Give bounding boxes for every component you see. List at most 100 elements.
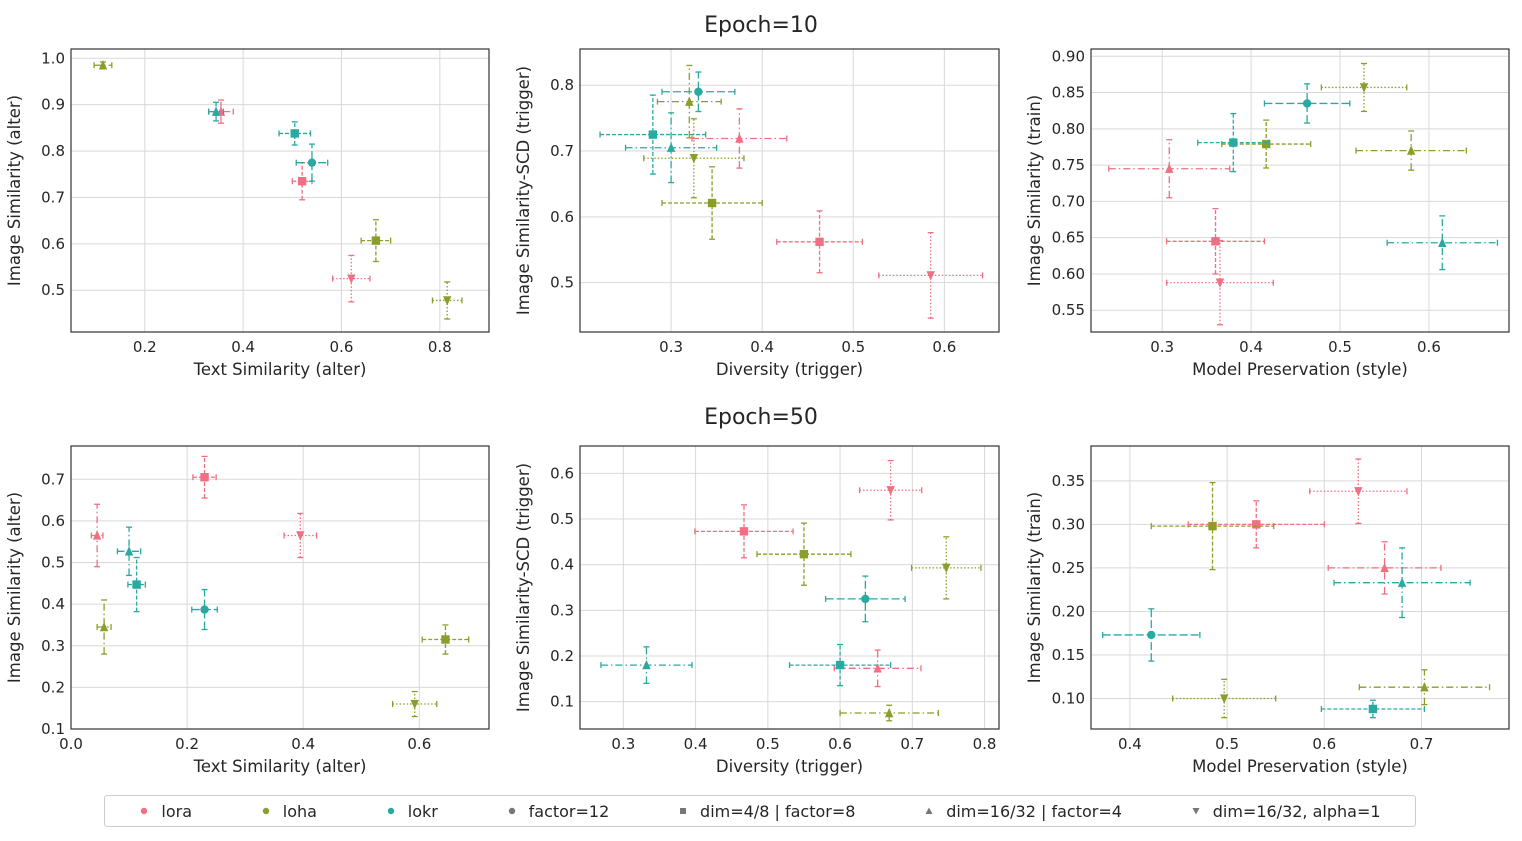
plot-area bbox=[1091, 446, 1509, 729]
data-point-loha-square bbox=[1150, 481, 1275, 571]
y-tick-label: 0.3 bbox=[41, 637, 65, 655]
plot-area bbox=[580, 446, 999, 729]
data-point-loha-square bbox=[421, 624, 470, 655]
y-tick-label: 0.7 bbox=[41, 470, 65, 488]
data-point-lora-triangle bbox=[90, 503, 104, 568]
x-tick-label: 0.6 bbox=[1417, 338, 1441, 356]
subplot-3: 0.3 0.4 0.5 0.6 0.55 0.60 0.65 0.70 0.75 0.80 0.85… bbox=[1025, 47, 1510, 379]
y-tick-label: 0.6 bbox=[41, 235, 65, 253]
marker-square bbox=[648, 130, 658, 139]
legend-label: dim=4/8 | factor=8 bbox=[700, 801, 856, 821]
marker-square bbox=[799, 549, 809, 559]
marker-triangle-down bbox=[443, 296, 452, 306]
lokr-marker-icon bbox=[387, 807, 394, 815]
data-point-loha-square bbox=[661, 166, 763, 240]
y-axis-label: Image Similarity (train) bbox=[1025, 492, 1044, 683]
data-point-lora-square bbox=[776, 210, 864, 274]
marker-circle bbox=[861, 594, 870, 604]
lora-marker-icon bbox=[141, 807, 148, 815]
y-tick-label: 0.3 bbox=[550, 601, 574, 619]
legend-label: loha bbox=[282, 801, 317, 821]
legend-item-lokr: lokr bbox=[386, 802, 438, 821]
x-tick-label: 0.4 bbox=[684, 735, 708, 753]
x-tick-label: 0.0 bbox=[59, 735, 83, 753]
data-point-lokr-square bbox=[599, 94, 707, 175]
marker-square bbox=[1368, 704, 1378, 714]
y-tick-label: 0.60 bbox=[1052, 265, 1085, 283]
y-tick-label: 0.7 bbox=[550, 142, 574, 160]
data-point-lokr-circle bbox=[661, 71, 736, 113]
data-point-loha-triangle-down bbox=[391, 690, 438, 718]
subplot-5: 0.3 0.4 0.5 0.6 0.7 0.8 0.1 0.2 0.3 0.4 0.5 0.6 Dive… bbox=[514, 445, 1000, 776]
y-tick-label: 0.5 bbox=[41, 281, 65, 299]
marker-triangle bbox=[124, 546, 134, 556]
loha-marker-icon bbox=[262, 807, 269, 815]
marker-square bbox=[815, 237, 824, 247]
y-tick-label: 0.4 bbox=[550, 556, 574, 574]
legend-label: lokr bbox=[407, 801, 438, 821]
data-point-lokr-square bbox=[1197, 112, 1270, 173]
data-point-lokr-circle bbox=[1102, 608, 1201, 662]
plot-frame bbox=[1090, 48, 1510, 333]
x-tick-label: 0.6 bbox=[407, 735, 431, 753]
plot-area bbox=[580, 49, 999, 332]
subplot-1: 0.2 0.4 0.6 0.8 0.5 0.6 0.7 0.8 0.9 1.0 Text Simil… bbox=[5, 48, 490, 379]
data-point-lokr-square bbox=[278, 121, 312, 146]
data-point-lora-square bbox=[1187, 500, 1325, 549]
marker-circle bbox=[1302, 99, 1312, 108]
legend-label: dim=16/32 | factor=4 bbox=[946, 801, 1122, 821]
data-point-lokr-triangle bbox=[116, 526, 142, 577]
marker-square bbox=[1208, 521, 1217, 531]
marker-square bbox=[1229, 138, 1238, 147]
y-tick-label: 0.8 bbox=[41, 142, 65, 160]
x-tick-label: 0.5 bbox=[841, 338, 865, 356]
legend-label: factor=12 bbox=[528, 801, 610, 821]
data-point-lokr-circle bbox=[295, 143, 329, 182]
x-tick-label: 0.3 bbox=[659, 338, 683, 356]
x-tick-label: 0.6 bbox=[1312, 735, 1336, 753]
data-point-lokr-square bbox=[788, 643, 892, 687]
marker-circle bbox=[694, 87, 703, 96]
x-tick-label: 0.8 bbox=[428, 338, 452, 356]
x-axis-label: Diversity (trigger) bbox=[716, 757, 863, 776]
marker-triangle bbox=[884, 707, 894, 718]
y-tick-label: 0.6 bbox=[41, 512, 65, 530]
x-tick-label: 0.8 bbox=[973, 735, 997, 753]
marker-triangle-down bbox=[926, 271, 935, 281]
y-tick-label: 0.9 bbox=[41, 96, 65, 114]
marker-triangle bbox=[92, 530, 102, 540]
marker-triangle bbox=[98, 60, 108, 70]
y-tick-label: 0.80 bbox=[1052, 120, 1085, 138]
data-point-lora-triangle bbox=[833, 649, 922, 688]
data-point-lokr-circle bbox=[191, 588, 218, 631]
marker-triangle bbox=[1420, 682, 1429, 692]
data-point-lokr-square bbox=[127, 556, 146, 613]
x-tick-label: 0.7 bbox=[1410, 735, 1434, 753]
legend-item-factor-12: factor=12 bbox=[507, 801, 610, 821]
data-point-loha-triangle bbox=[656, 64, 722, 139]
y-tick-label: 0.6 bbox=[550, 464, 574, 482]
x-tick-label: 0.4 bbox=[1239, 338, 1263, 356]
marker-triangle bbox=[1380, 562, 1389, 573]
y-tick-label: 0.70 bbox=[1052, 192, 1085, 210]
y-tick-label: 0.4 bbox=[41, 595, 65, 613]
data-point-loha-triangle-down bbox=[431, 281, 463, 320]
y-axis-label: Image Similarity-SCD (trigger) bbox=[514, 463, 533, 712]
data-point-lora-square bbox=[192, 455, 217, 499]
marker-triangle bbox=[1438, 237, 1447, 247]
y-axis-label: Image Similarity (alter) bbox=[5, 95, 24, 286]
marker-square bbox=[1262, 139, 1271, 149]
x-axis-label: Model Preservation (style) bbox=[1192, 757, 1408, 776]
plot-frame bbox=[579, 48, 1000, 333]
data-point-loha-triangle bbox=[1358, 669, 1491, 706]
y-tick-label: 0.35 bbox=[1052, 472, 1085, 490]
legend-label: dim=16/32, alpha=1 bbox=[1212, 801, 1381, 821]
marker-circle bbox=[200, 605, 209, 614]
x-tick-label: 0.5 bbox=[756, 735, 780, 753]
marker-triangle-down bbox=[1215, 278, 1225, 288]
marker-triangle-down bbox=[1359, 83, 1369, 93]
data-point-loha-triangle-down bbox=[910, 536, 982, 600]
data-point-lora-triangle bbox=[691, 108, 788, 169]
figure: Epoch=10 Epoch=50 0.2 0.4 0.6 0.80.50.60.70… bbox=[5, 13, 1510, 776]
data-point-lora-triangle-down bbox=[878, 231, 984, 319]
